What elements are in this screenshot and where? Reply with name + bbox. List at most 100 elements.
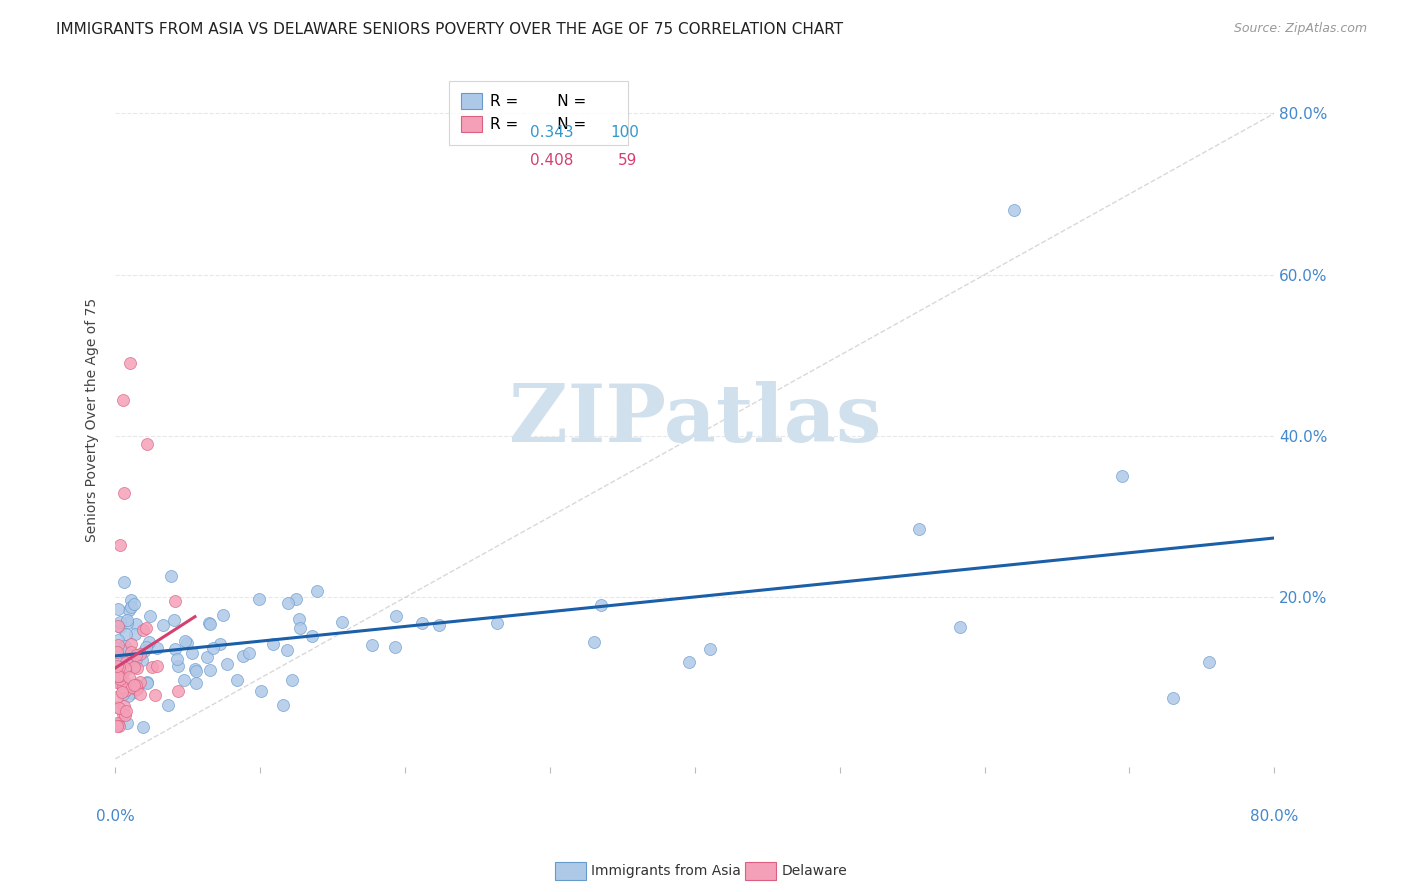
Point: [118, 653, 141, 667]
Point: [114, 655, 136, 669]
Point: [908, 522, 931, 536]
Point: [290, 621, 312, 635]
Point: [108, 659, 131, 673]
Point: [1198, 655, 1220, 669]
Point: [152, 618, 174, 632]
Point: [107, 669, 129, 683]
Point: [163, 594, 186, 608]
Point: [238, 646, 260, 660]
Point: [107, 602, 129, 616]
Point: [110, 666, 132, 681]
Point: [146, 640, 169, 655]
Point: [167, 684, 190, 698]
Text: Immigrants from Asia: Immigrants from Asia: [591, 863, 741, 878]
Point: [107, 701, 129, 715]
Point: [136, 437, 159, 451]
Point: [141, 660, 163, 674]
Point: [111, 656, 134, 670]
Point: [127, 682, 149, 697]
Point: [108, 538, 131, 552]
Point: [114, 661, 136, 675]
Point: [135, 640, 157, 654]
Point: [124, 652, 146, 666]
Point: [184, 676, 207, 690]
Point: [125, 682, 148, 697]
Point: [288, 612, 311, 626]
Point: [112, 485, 135, 500]
Point: [105, 645, 128, 659]
Point: [198, 617, 221, 632]
Point: [117, 689, 139, 703]
Point: [173, 673, 195, 687]
Point: [135, 675, 157, 690]
Point: [1161, 691, 1184, 706]
Point: [122, 678, 145, 692]
Point: [209, 637, 232, 651]
Point: [110, 672, 132, 686]
Point: [108, 662, 131, 676]
Point: [107, 662, 129, 676]
Point: [949, 620, 972, 634]
Text: ZIPatlas: ZIPatlas: [509, 381, 882, 459]
Point: [125, 678, 148, 692]
Point: [136, 675, 159, 690]
Point: [108, 666, 131, 681]
Point: [128, 675, 150, 690]
Point: [121, 686, 143, 700]
Point: [167, 659, 190, 673]
Point: [184, 662, 207, 676]
Point: [107, 665, 129, 679]
Text: 0.408: 0.408: [530, 153, 574, 169]
Point: [120, 592, 142, 607]
Point: [160, 569, 183, 583]
Point: [131, 653, 153, 667]
Point: [1111, 469, 1133, 483]
Point: [108, 615, 131, 630]
Point: [120, 645, 142, 659]
Point: [132, 623, 155, 637]
Point: [114, 708, 136, 723]
Point: [121, 681, 143, 695]
Point: [107, 650, 129, 665]
Point: [200, 663, 222, 677]
Point: [124, 681, 146, 695]
Text: 0.343: 0.343: [530, 125, 574, 140]
Point: [114, 663, 136, 677]
Point: [226, 673, 249, 687]
Point: [411, 616, 433, 631]
Text: 100: 100: [610, 125, 640, 140]
Point: [107, 650, 129, 665]
Point: [262, 637, 284, 651]
Point: [114, 639, 136, 653]
Point: [110, 677, 132, 691]
Point: [115, 613, 138, 627]
Point: [301, 629, 323, 643]
Point: [107, 641, 129, 656]
Point: [232, 649, 254, 664]
Point: [108, 719, 131, 733]
Point: [122, 660, 145, 674]
Point: [107, 716, 129, 731]
Point: [124, 648, 146, 663]
Point: [129, 648, 152, 662]
Point: [111, 687, 134, 701]
Point: [197, 615, 219, 630]
Point: [146, 659, 169, 673]
Point: [114, 676, 136, 690]
Point: [118, 356, 141, 370]
Point: [201, 640, 224, 655]
Point: [121, 637, 143, 651]
Point: [111, 680, 134, 694]
Point: [118, 669, 141, 683]
Text: 59: 59: [617, 153, 637, 169]
Point: [105, 675, 128, 690]
Point: [250, 684, 273, 698]
Point: [138, 634, 160, 648]
Point: [105, 699, 128, 714]
Point: [485, 616, 508, 631]
Point: [211, 608, 233, 623]
Point: [195, 649, 218, 664]
Point: [143, 688, 166, 702]
Point: [105, 658, 128, 673]
Point: [591, 599, 613, 613]
